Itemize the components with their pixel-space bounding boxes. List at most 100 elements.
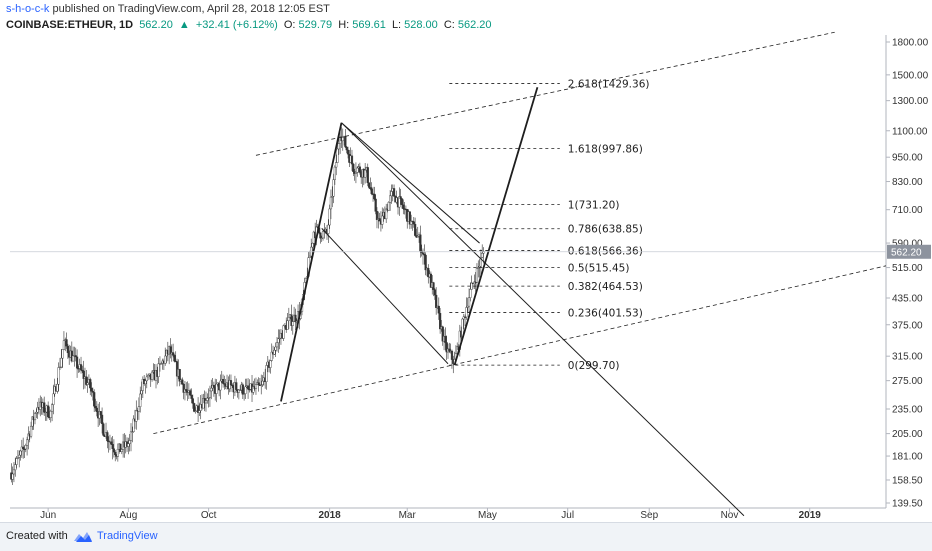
candle-body (127, 443, 130, 447)
candle-body (208, 390, 212, 398)
trend-line-falling-channel-bottom[interactable] (321, 228, 449, 365)
candle-body (219, 380, 222, 391)
candle-body (79, 364, 83, 371)
candle-body (191, 398, 194, 404)
chart-title-line: s-h-o-c-k published on TradingView.com, … (6, 3, 330, 15)
high-label: H: (338, 19, 350, 31)
candle-body (311, 243, 314, 248)
candle-body (235, 382, 238, 390)
candle-body (11, 473, 14, 480)
close-value: 562.20 (457, 19, 492, 31)
candle-body (366, 167, 369, 183)
candle-body (358, 166, 361, 173)
fib-level-label: 2.618(1429.36) (568, 79, 650, 91)
candle-body (346, 149, 350, 155)
candle-body (86, 382, 89, 385)
candle-body (49, 410, 52, 418)
price-axis[interactable]: 1800.00 1500.00 1300.00 1100.00 950.00 830.00… (10, 38, 931, 510)
candle-body (223, 383, 226, 385)
candle-body (481, 253, 484, 258)
time-tick-label: 2018 (318, 510, 341, 521)
candle-body (62, 340, 66, 350)
candle-body (290, 314, 293, 326)
candle-body (402, 204, 405, 209)
candle-body (441, 326, 444, 342)
price-tick-label: 315.00 (892, 352, 923, 363)
candle-body (132, 418, 135, 432)
candle-body (429, 273, 433, 288)
author-link[interactable]: s-h-o-c-k (6, 3, 50, 15)
candle-body (448, 348, 451, 352)
candle-body (74, 355, 77, 358)
candle-body (50, 404, 54, 412)
candle-body (450, 350, 454, 360)
candle-body (36, 407, 39, 413)
created-with-label: Created with (6, 530, 68, 542)
candle-body (22, 446, 25, 450)
candle-body (439, 313, 442, 330)
candle-body (212, 384, 215, 388)
candle-body (52, 393, 55, 405)
trend-line-impulse-up[interactable] (280, 122, 343, 402)
candle-body (75, 356, 79, 369)
candle-body (445, 342, 448, 353)
candle-body (243, 393, 246, 395)
candle-body (332, 179, 335, 197)
trend-line-falling-channel-top[interactable] (341, 122, 480, 244)
candle-body (333, 166, 336, 180)
tradingview-logo-icon[interactable] (73, 530, 93, 544)
candle-body (25, 439, 29, 446)
candle-body (320, 237, 323, 239)
trend-line-lower-dashed-channel[interactable] (153, 265, 887, 435)
trend-line-falling-trend-extension[interactable] (341, 122, 745, 517)
candle-body (375, 211, 379, 220)
candle-body (399, 196, 402, 199)
candle-body (82, 370, 85, 379)
candle-body (147, 375, 150, 378)
candle-body (107, 440, 110, 442)
candle-body (100, 414, 104, 424)
candle-body (466, 305, 469, 308)
candle-body (60, 357, 63, 368)
candle-body (278, 337, 281, 340)
candle-body (465, 307, 468, 318)
candle-body (427, 268, 430, 278)
candle-body (437, 305, 440, 314)
candle-body (95, 407, 98, 412)
candle-body (85, 376, 88, 385)
candle-body (274, 346, 277, 351)
candle-body (260, 384, 263, 386)
trend-lines (153, 31, 887, 517)
candle-body (106, 432, 109, 442)
price-tick-label: 1500.00 (892, 70, 929, 81)
candle-body (241, 384, 244, 395)
time-axis[interactable]: Jun Aug Oct 2018 Mar May Jul Sep Nov 2019 (40, 508, 821, 521)
price-tick-label: 235.00 (892, 404, 923, 415)
candle-body (261, 380, 264, 385)
symbol-label[interactable]: COINBASE:ETHEUR, 1D (6, 19, 134, 31)
candle-body (329, 196, 333, 210)
change-arrow-icon: ▲ (178, 19, 190, 31)
candle-body (369, 187, 372, 189)
candle-body (319, 232, 322, 239)
trend-line-upper-dashed-channel[interactable] (255, 31, 835, 156)
candle-body (291, 321, 294, 326)
price-tick-label: 1100.00 (892, 126, 928, 137)
price-chart[interactable]: 2.618(1429.36) 1.618(997.86) 1(731.20) 0.78… (0, 0, 932, 522)
candle-body (389, 195, 392, 203)
candle-body (169, 346, 172, 355)
candle-body (14, 464, 17, 471)
candle-body (414, 223, 417, 236)
price-tick-label: 181.00 (892, 452, 923, 463)
candle-body (215, 383, 218, 394)
candle-body (390, 191, 393, 197)
candle-body (423, 253, 426, 256)
candle-body (210, 387, 213, 392)
low-value: 528.00 (404, 19, 438, 31)
tradingview-brand-link[interactable]: TradingView (97, 530, 158, 542)
candle-body (198, 410, 201, 413)
candle-body (412, 221, 415, 225)
trend-line-impulse-up-2[interactable] (453, 87, 539, 366)
time-tick-label: May (478, 510, 497, 521)
time-tick-label: Oct (201, 510, 217, 521)
